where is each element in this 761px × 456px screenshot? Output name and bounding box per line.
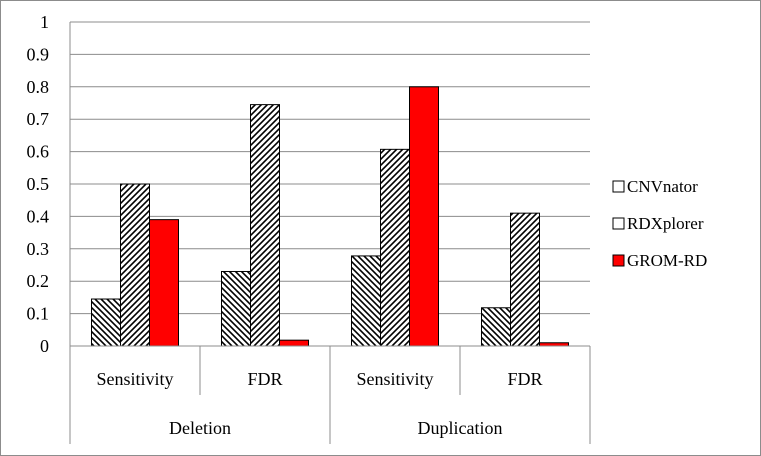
legend-label: CNVnator bbox=[627, 177, 698, 196]
bar-grom-rd-2 bbox=[410, 87, 439, 346]
y-tick-label: 0.3 bbox=[27, 239, 50, 259]
category-label: FDR bbox=[247, 369, 282, 389]
bar-chart-canvas: 0 0.1 0.2 0.3 0.4 0.5 0.6 0.7 0.8 0.9 1 Sensitivit… bbox=[0, 0, 761, 456]
group-label: Deletion bbox=[169, 418, 231, 438]
y-axis-tick-labels: 0 0.1 0.2 0.3 0.4 0.5 0.6 0.7 0.8 0.9 1 bbox=[27, 12, 50, 356]
bar-cnvnator-2 bbox=[352, 256, 381, 346]
chart: 0 0.1 0.2 0.3 0.4 0.5 0.6 0.7 0.8 0.9 1 Sensitivit… bbox=[0, 0, 761, 456]
category-label: Sensitivity bbox=[96, 369, 173, 389]
bar-cnvnator-1 bbox=[222, 271, 251, 346]
y-tick-label: 0.1 bbox=[27, 304, 50, 324]
y-tick-label: 0.8 bbox=[27, 77, 50, 97]
group-label: Duplication bbox=[418, 418, 503, 438]
legend-swatch bbox=[613, 255, 624, 266]
legend: CNVnator RDXplorer GROM-RD bbox=[613, 177, 707, 270]
category-label: FDR bbox=[507, 369, 542, 389]
legend-swatch bbox=[613, 181, 624, 192]
y-tick-label: 0.2 bbox=[27, 271, 50, 291]
y-tick-label: 0.5 bbox=[27, 174, 50, 194]
bar-rdxplorer-1 bbox=[251, 105, 280, 346]
category-label: Sensitivity bbox=[356, 369, 433, 389]
bar-rdxplorer-0 bbox=[121, 184, 150, 346]
legend-swatch bbox=[613, 218, 624, 229]
y-tick-label: 0.9 bbox=[27, 44, 50, 64]
bar-cnvnator-3 bbox=[482, 308, 511, 346]
legend-label: GROM-RD bbox=[627, 251, 707, 270]
legend-label: RDXplorer bbox=[627, 214, 704, 233]
y-tick-label: 0 bbox=[40, 336, 49, 356]
y-tick-label: 0.6 bbox=[27, 142, 50, 162]
y-tick-label: 0.7 bbox=[27, 109, 50, 129]
y-tick-label: 0.4 bbox=[27, 206, 50, 226]
bar-rdxplorer-2 bbox=[381, 149, 410, 346]
bar-cnvnator-0 bbox=[92, 299, 121, 346]
y-tick-label: 1 bbox=[40, 12, 49, 32]
bar-rdxplorer-3 bbox=[511, 213, 540, 346]
bar-grom-rd-0 bbox=[150, 220, 179, 346]
bar-grom-rd-1 bbox=[280, 340, 309, 346]
